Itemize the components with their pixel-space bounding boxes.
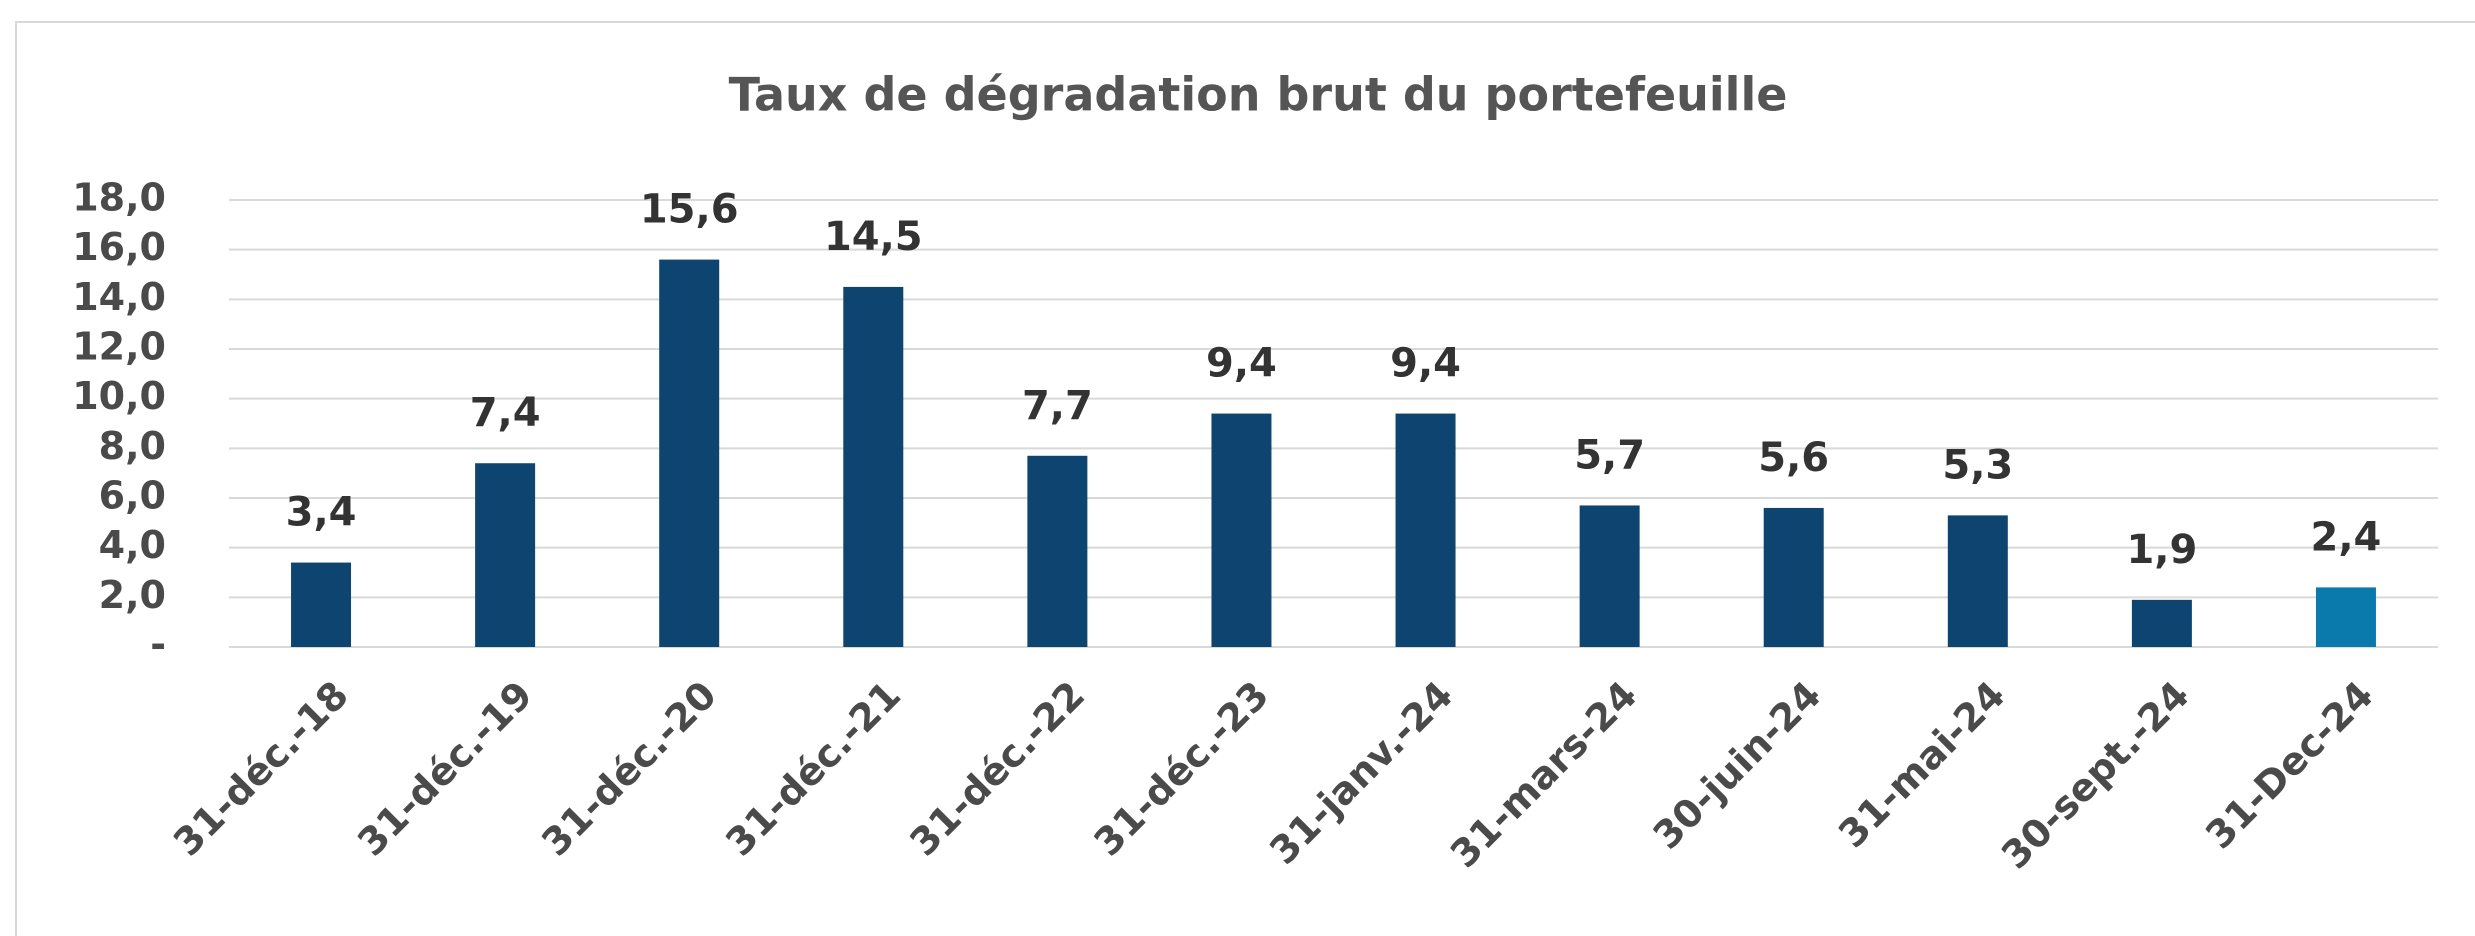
x-tick-label: 31-janv.-24 <box>1261 673 1461 873</box>
value-label: 9,4 <box>1206 341 1277 387</box>
y-tick-label: 4,0 <box>99 523 166 567</box>
y-tick-label: 10,0 <box>72 374 166 418</box>
value-label: 15,6 <box>640 187 739 233</box>
bar <box>2315 587 2376 647</box>
value-label: 9,4 <box>1390 341 1461 387</box>
value-label: 14,5 <box>824 214 923 260</box>
x-tick-label: 31-Dec-24 <box>2197 673 2382 858</box>
value-label: 5,7 <box>1574 432 1645 478</box>
x-tick-label: 31-déc.-22 <box>901 673 1093 865</box>
x-tick-label: 30-juin-24 <box>1645 673 1830 858</box>
value-label: 5,3 <box>1942 442 2013 488</box>
bar <box>475 463 536 647</box>
bar <box>1027 455 1088 647</box>
x-tick-label: 30-sept.-24 <box>1993 673 2198 878</box>
y-tick-label: 6,0 <box>99 474 166 518</box>
value-label: 7,7 <box>1022 383 1093 429</box>
y-tick-label: 2,0 <box>99 573 166 617</box>
x-tick-label: 31-déc.-21 <box>717 673 909 865</box>
bar <box>1579 505 1640 647</box>
bar <box>659 259 720 647</box>
y-tick-label: 12,0 <box>72 325 166 369</box>
bar <box>1395 413 1456 647</box>
y-tick-label: - <box>150 623 166 667</box>
bar <box>291 562 352 647</box>
value-label: 2,4 <box>2311 514 2382 560</box>
value-label: 5,6 <box>1758 435 1829 481</box>
x-tick-label: 31-déc.-18 <box>165 673 357 865</box>
bar <box>1211 413 1272 647</box>
value-label: 3,4 <box>286 490 357 536</box>
x-tick-label: 31-déc.-23 <box>1085 673 1277 865</box>
x-tick-label: 31-mai-24 <box>1830 673 2014 857</box>
value-label: 7,4 <box>470 390 541 436</box>
y-tick-label: 14,0 <box>72 275 166 319</box>
chart-title: Taux de dégradation brut du portefeuille <box>729 68 1788 122</box>
y-tick-label: 16,0 <box>72 225 166 269</box>
bar <box>1947 515 2008 647</box>
bar <box>1763 507 1824 647</box>
x-tick-label: 31-déc.-20 <box>533 673 725 865</box>
bar <box>843 286 904 647</box>
x-tick-label: 31-mars-24 <box>1442 673 1646 877</box>
chart-frame <box>15 21 2475 936</box>
bar <box>2131 599 2192 647</box>
x-tick-label: 31-déc.-19 <box>349 673 541 865</box>
value-label: 1,9 <box>2126 527 2197 573</box>
y-tick-label: 8,0 <box>99 424 166 468</box>
y-tick-label: 18,0 <box>72 176 166 220</box>
